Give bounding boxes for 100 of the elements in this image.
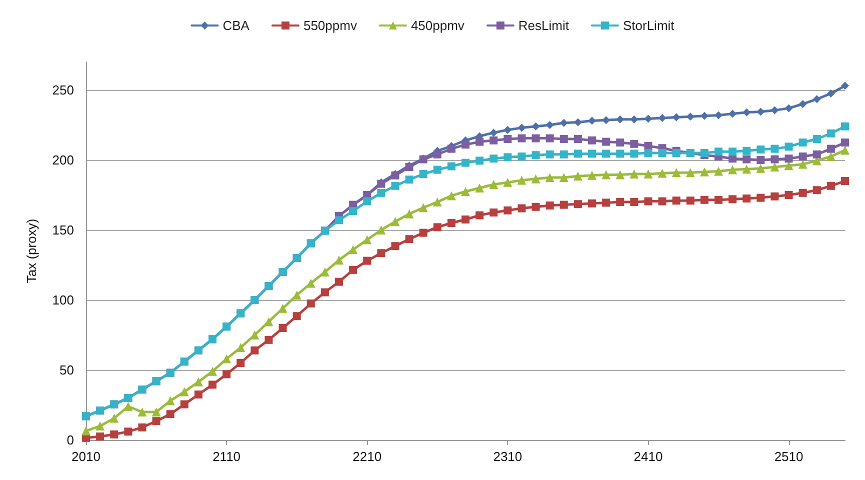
point (433, 150, 442, 158)
point (616, 150, 624, 158)
point (335, 278, 343, 286)
point (419, 228, 428, 237)
x-tick-label: 2510 (774, 449, 804, 464)
point (363, 197, 372, 206)
point (462, 158, 470, 167)
point (574, 150, 582, 158)
y-axis-title: Tax (proxy) (24, 218, 39, 284)
point (742, 146, 751, 155)
point (756, 146, 765, 154)
point (588, 199, 596, 208)
point (560, 118, 568, 127)
x-tick-label: 2010 (72, 449, 100, 464)
point (826, 144, 835, 153)
point (616, 198, 624, 206)
point (841, 122, 849, 130)
point (770, 162, 780, 172)
y-tick-label: 50 (60, 362, 74, 378)
y-tick-label: 150 (52, 222, 74, 238)
y-tick-label: 100 (52, 292, 74, 308)
point (588, 136, 596, 144)
point (166, 396, 175, 406)
point (798, 160, 808, 169)
point (574, 135, 582, 143)
point (532, 151, 540, 160)
point (588, 170, 596, 180)
point (503, 178, 512, 187)
point (517, 176, 526, 185)
point (573, 172, 582, 181)
point (152, 417, 160, 426)
point (236, 359, 245, 367)
point (531, 174, 540, 184)
point (404, 209, 414, 218)
point (546, 202, 554, 210)
point (672, 149, 680, 157)
point (826, 152, 836, 161)
point (728, 148, 737, 156)
point (686, 196, 694, 205)
point (476, 156, 484, 165)
point (672, 168, 681, 178)
point (433, 223, 442, 232)
legend-label: CBA (222, 18, 250, 33)
point (124, 428, 132, 436)
point (194, 390, 202, 398)
point (602, 198, 610, 207)
point (418, 203, 428, 212)
point (644, 114, 652, 123)
point (826, 90, 835, 98)
legend-label: ResLimit (518, 18, 570, 33)
point (138, 423, 146, 432)
point (208, 380, 216, 389)
point (432, 198, 442, 206)
point (532, 202, 540, 211)
point (826, 129, 835, 138)
point (841, 138, 849, 146)
y-tick-label: 0 (66, 432, 74, 448)
point (447, 162, 456, 170)
point (446, 191, 456, 200)
point (841, 82, 849, 90)
point (504, 206, 512, 214)
point (475, 184, 484, 192)
point (700, 112, 708, 120)
point (166, 410, 174, 418)
point (96, 432, 104, 440)
legend-label: 550ppmv (303, 18, 358, 33)
point (686, 168, 695, 178)
point (812, 186, 821, 194)
point (602, 170, 611, 180)
point (756, 156, 765, 164)
point (574, 118, 582, 126)
point (138, 408, 147, 416)
point (320, 268, 330, 276)
point (236, 343, 246, 352)
point (756, 194, 765, 202)
point (504, 135, 512, 143)
x-tick-label: 2110 (212, 449, 241, 464)
point (180, 387, 189, 396)
point (348, 245, 358, 254)
point (306, 278, 316, 288)
point (770, 192, 779, 200)
point (798, 100, 807, 108)
point (742, 155, 751, 164)
point (700, 196, 708, 204)
point (292, 312, 301, 320)
x-tick-label: 2310 (493, 449, 522, 464)
point (278, 324, 287, 332)
point (377, 188, 386, 197)
point (742, 194, 751, 202)
point (658, 149, 666, 157)
point (124, 402, 133, 411)
point (363, 256, 372, 265)
point (377, 249, 386, 258)
point (658, 168, 667, 178)
point (518, 152, 526, 160)
point (728, 110, 737, 118)
point (462, 216, 470, 224)
point (560, 135, 568, 143)
point (560, 200, 568, 209)
point (447, 144, 456, 153)
